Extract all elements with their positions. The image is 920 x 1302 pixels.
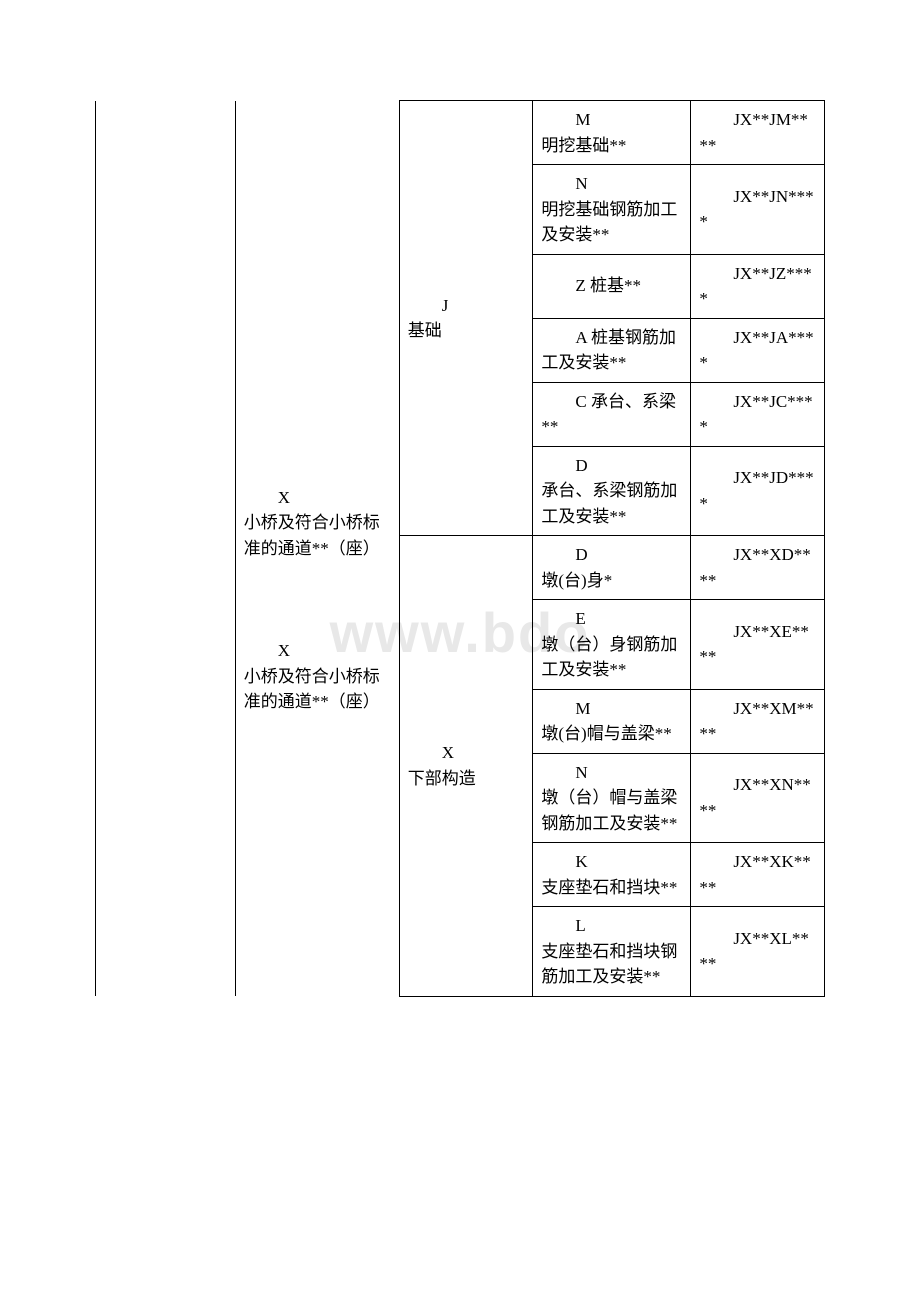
col1-empty-lower xyxy=(235,753,399,996)
cell-c3: N墩（台）帽与盖梁钢筋加工及安装** xyxy=(533,753,691,843)
cell-c3: D承台、系梁钢筋加工及安装** xyxy=(533,446,691,536)
spec-table: J基础 M明挖基础** JX**JM**** N明挖基础钢筋加工及安装** JX… xyxy=(95,100,825,997)
cell-c4: JX**XM**** xyxy=(691,689,825,753)
table-row: J基础 M明挖基础** JX**JM**** xyxy=(96,101,825,165)
cell-c4: JX**JM**** xyxy=(691,101,825,165)
cell-c3: Z 桩基** xyxy=(533,254,691,318)
cell-c4: JX**XN**** xyxy=(691,753,825,843)
cell-c3: M墩(台)帽与盖梁** xyxy=(533,689,691,753)
cell-c3: K支座垫石和挡块** xyxy=(533,843,691,907)
cell-c4: JX**XE**** xyxy=(691,600,825,690)
cell-c3: A 桩基钢筋加工及安装** xyxy=(533,318,691,382)
cell-c4: JX**XL**** xyxy=(691,907,825,997)
col1-lower: X小桥及符合小桥标准的通道**（座） xyxy=(235,600,399,754)
cell-c4: JX**JC**** xyxy=(691,382,825,446)
col0-empty xyxy=(96,101,236,997)
cell-c4: JX**JN**** xyxy=(691,165,825,255)
cell-c4: JX**XK**** xyxy=(691,843,825,907)
cell-c4: JX**JA**** xyxy=(691,318,825,382)
cell-c4: JX**XD**** xyxy=(691,536,825,600)
cell-c3: N明挖基础钢筋加工及安装** xyxy=(533,165,691,255)
cell-c3: D墩(台)身* xyxy=(533,536,691,600)
col1-upper: X小桥及符合小桥标准的通道**（座） xyxy=(235,446,399,600)
cell-c3: M明挖基础** xyxy=(533,101,691,165)
cell-c3: L支座垫石和挡块钢筋加工及安装** xyxy=(533,907,691,997)
cell-c3: C 承台、系梁** xyxy=(533,382,691,446)
col1-empty-upper xyxy=(235,101,399,447)
cell-c4: JX**JD**** xyxy=(691,446,825,536)
cell-c3: E墩（台）身钢筋加工及安装** xyxy=(533,600,691,690)
col2-lower: X下部构造 xyxy=(399,536,533,997)
cell-c4: JX**JZ**** xyxy=(691,254,825,318)
col2-upper: J基础 xyxy=(399,101,533,536)
